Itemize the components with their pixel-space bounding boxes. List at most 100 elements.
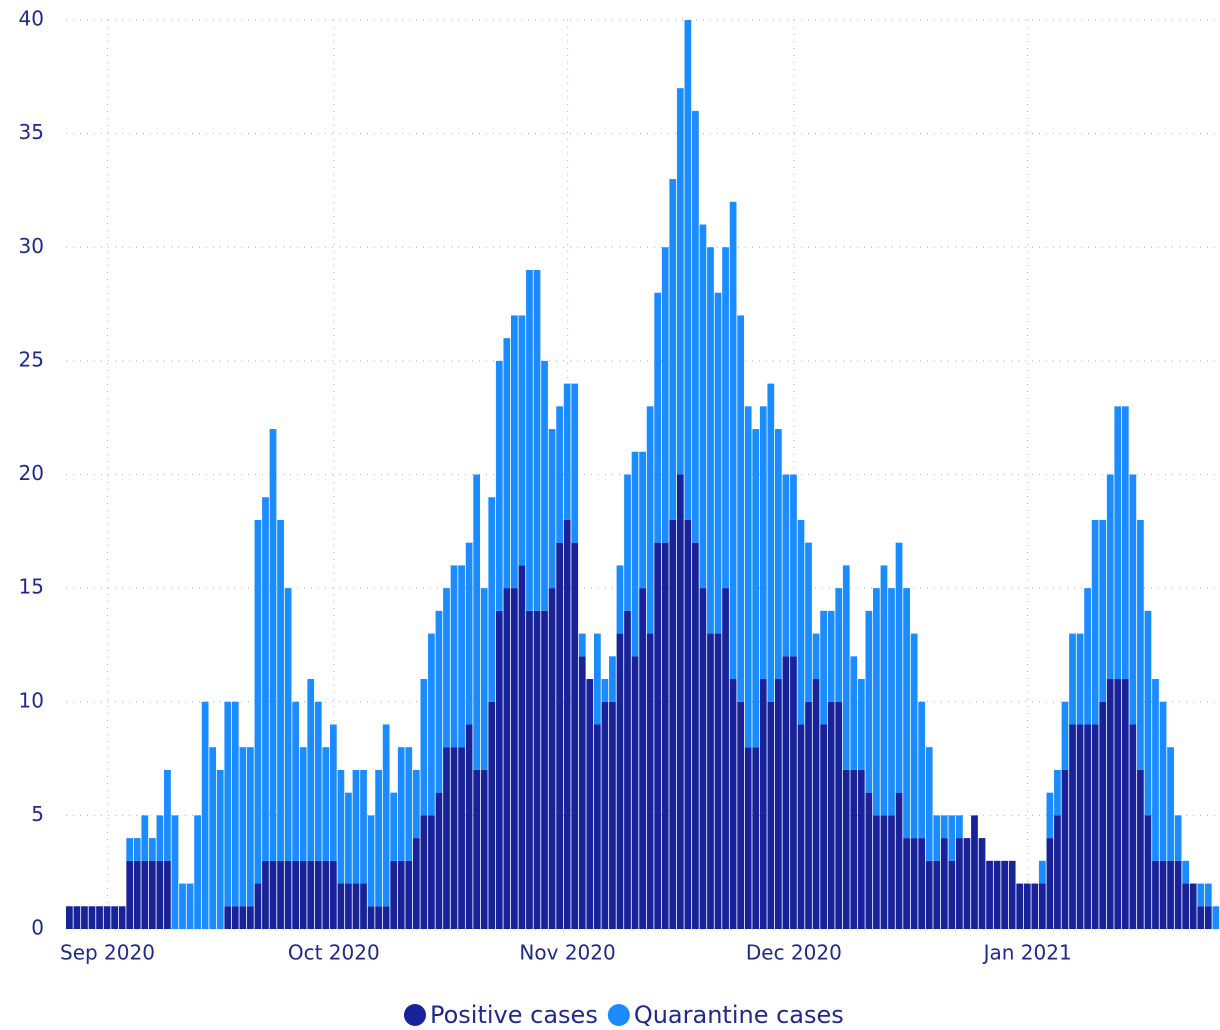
bar-segment [254, 883, 262, 929]
bar-segment [767, 701, 775, 929]
bar-segment [1076, 633, 1084, 725]
bar-segment [676, 474, 684, 929]
legend-label: Positive cases [430, 1001, 598, 1029]
bar-segment [692, 110, 699, 543]
bar-segment [857, 679, 865, 770]
bar-segment [262, 497, 269, 861]
bar-segment [367, 815, 375, 907]
bar-segment [1084, 724, 1091, 929]
bar-segment [918, 701, 926, 839]
bar-segment [601, 701, 609, 929]
bar-segment [1144, 610, 1152, 816]
bar-segment [684, 20, 692, 520]
bar-segment [473, 769, 481, 929]
bar-segment [910, 838, 918, 929]
bar-segment [284, 588, 292, 861]
bar-segment [458, 565, 465, 748]
bar-segment [903, 588, 910, 839]
bar-segment [782, 656, 790, 929]
bar-segment [412, 769, 420, 839]
bar-segment [805, 542, 812, 702]
bar-segment [345, 792, 352, 884]
bar-segment [337, 883, 345, 929]
bar-segment [956, 815, 963, 839]
y-tick-label: 40 [19, 7, 44, 31]
bar-segment [1174, 860, 1182, 929]
bar-segment [1137, 769, 1144, 929]
bar-segment [654, 292, 662, 543]
bar-segment [390, 860, 398, 929]
bar-segment [299, 860, 307, 929]
bar-segment [752, 429, 760, 748]
bar-segment [556, 542, 564, 929]
bar-segment [1016, 883, 1024, 929]
bar-segment [631, 656, 639, 929]
bar-segment [759, 406, 767, 680]
bar-segment [390, 792, 398, 861]
bar-segment [133, 860, 141, 929]
bar-segment [1099, 519, 1107, 702]
bar-segment [465, 724, 473, 929]
bar-segment [420, 815, 428, 929]
bar-segment [148, 860, 156, 929]
bar-segment [1167, 747, 1174, 861]
x-tick-label: Dec 2020 [746, 941, 842, 965]
bar-segment [269, 860, 277, 929]
bar-segment [797, 724, 805, 929]
bar-segment [375, 769, 382, 907]
bar-segment [209, 747, 217, 929]
bar-segment [503, 338, 511, 589]
bar-segment [646, 406, 654, 634]
bar-segment [1121, 679, 1129, 929]
x-tick-label: Sep 2020 [60, 941, 155, 965]
x-tick-label: Oct 2020 [288, 941, 380, 965]
bar-segment [164, 769, 171, 861]
y-tick-label: 5 [31, 802, 44, 826]
bar-segment [669, 519, 677, 929]
bar-segment [669, 179, 677, 520]
bar-segment [624, 610, 631, 929]
bar-segment [963, 838, 971, 929]
bar-segment [518, 315, 526, 566]
bar-segment [571, 383, 579, 543]
bar-segment [428, 633, 435, 816]
bar-segment [284, 860, 292, 929]
bar-segment [805, 701, 812, 929]
bar-segment [548, 588, 556, 929]
bar-segment [593, 633, 601, 725]
bar-segment [609, 656, 616, 702]
bar-segment [1001, 860, 1009, 929]
bar-segment [292, 860, 300, 929]
bar-segment [262, 860, 269, 929]
legend-label: Quarantine cases [634, 1001, 844, 1029]
bar-segment [578, 633, 586, 657]
bar-segment [156, 815, 164, 861]
bar-segment [729, 201, 737, 680]
bar-segment [1197, 906, 1205, 929]
bar-segment [744, 406, 752, 748]
bar-segment [1046, 838, 1054, 929]
bar-segment [314, 860, 322, 929]
bar-segment [314, 701, 322, 861]
bar-segment [993, 860, 1001, 929]
bar-segment [880, 565, 888, 816]
bar-segment [729, 679, 737, 929]
bar-segment [1008, 860, 1016, 929]
bar-segment [850, 769, 858, 929]
legend-marker [404, 1004, 426, 1026]
bar-segment [292, 701, 300, 861]
bar-segment [533, 610, 541, 929]
bar-segment [722, 247, 729, 589]
bar-segment [654, 542, 662, 929]
bar-segment [601, 679, 609, 702]
bar-segment [269, 429, 277, 861]
bar-segment [586, 679, 594, 929]
bar-segment [910, 633, 918, 839]
bar-segment [382, 906, 390, 929]
bar-segment [307, 679, 315, 861]
bar-segment [73, 906, 81, 929]
bar-segment [782, 474, 790, 657]
bar-segment [1061, 701, 1069, 770]
bar-segment [277, 860, 284, 929]
bar-segment [526, 269, 533, 611]
